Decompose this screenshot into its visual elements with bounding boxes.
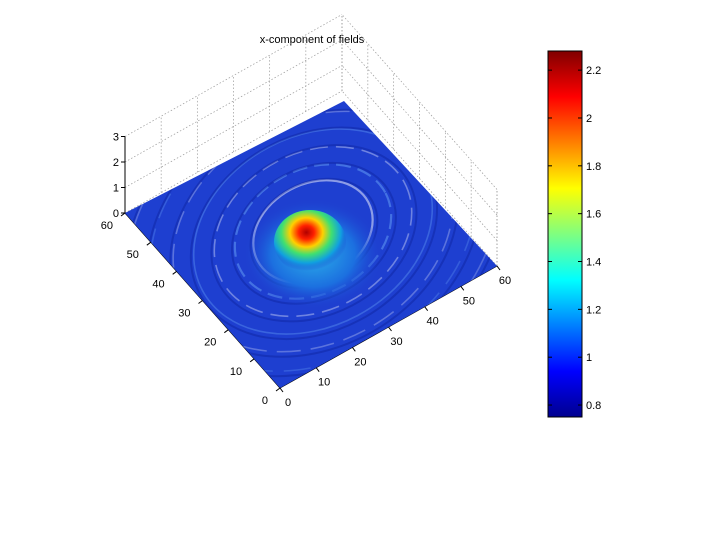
- grid-line: [341, 90, 498, 267]
- colorbar-tick-label: 0.8: [586, 400, 601, 412]
- z-tick-label: 2: [113, 157, 119, 169]
- y-tick: [172, 270, 177, 275]
- grid-line: [341, 14, 498, 190]
- grid-line: [124, 14, 343, 137]
- z-tick-label: 0: [113, 208, 119, 220]
- x-tick-label: 60: [499, 275, 511, 287]
- colorbar: 0.8 1 1.2 1.4 1.6 1.8 2 2.2: [547, 50, 601, 418]
- x-tick-label: 10: [318, 377, 330, 389]
- x-tick-label: 50: [463, 295, 475, 307]
- colorbar-tick-label: 1.8: [586, 161, 601, 173]
- y-tick-label: 60: [101, 220, 113, 232]
- y-tick-label: 30: [178, 308, 190, 320]
- colorbar-tick-label: 1.2: [586, 304, 601, 316]
- x-tick-label: 20: [354, 356, 366, 368]
- y-tick-label: 50: [127, 249, 139, 261]
- y-tick-label: 10: [230, 366, 242, 378]
- surface-peak: [274, 210, 346, 274]
- x-tick: [424, 306, 429, 311]
- x-tick-label: 40: [427, 316, 439, 328]
- surface-ripples: [125, 101, 497, 388]
- x-tick: [460, 286, 465, 291]
- z-tick-label: 1: [113, 183, 119, 195]
- x-tick-label: 30: [390, 336, 402, 348]
- x-tick: [315, 367, 320, 372]
- x-tick: [279, 387, 284, 393]
- colorbar-tick-label: 1.4: [586, 257, 601, 269]
- y-tick-label: 0: [262, 395, 268, 407]
- chart-title: x-component of fields: [260, 34, 365, 46]
- y-tick: [275, 387, 281, 392]
- x-tick: [388, 326, 392, 332]
- colorbar-gradient: [547, 50, 583, 418]
- z-tick-label: 3: [113, 132, 119, 144]
- grid-line: [124, 90, 343, 214]
- grid-line: [124, 65, 343, 188]
- colorbar-tick-label: 2: [586, 113, 592, 125]
- y-tick: [249, 358, 255, 363]
- grid-line: [341, 65, 498, 241]
- colorbar-tick-label: 1: [586, 352, 592, 364]
- colorbar-tick-label: 2.2: [586, 65, 601, 77]
- field-surface: [125, 101, 497, 388]
- grid-line: [124, 39, 343, 163]
- x-tick: [351, 347, 356, 352]
- y-tick: [198, 300, 203, 304]
- colorbar-tick-label: 1.6: [586, 209, 601, 221]
- y-tick: [146, 241, 152, 246]
- x-tick-label: 0: [285, 397, 291, 409]
- ripple-ring: [213, 145, 413, 318]
- grid-line: [341, 39, 498, 216]
- y-tick-label: 20: [204, 337, 216, 349]
- y-tick-label: 40: [152, 278, 164, 290]
- x-tick: [496, 265, 501, 271]
- ripple-trough: [210, 144, 418, 323]
- y-tick: [224, 329, 229, 334]
